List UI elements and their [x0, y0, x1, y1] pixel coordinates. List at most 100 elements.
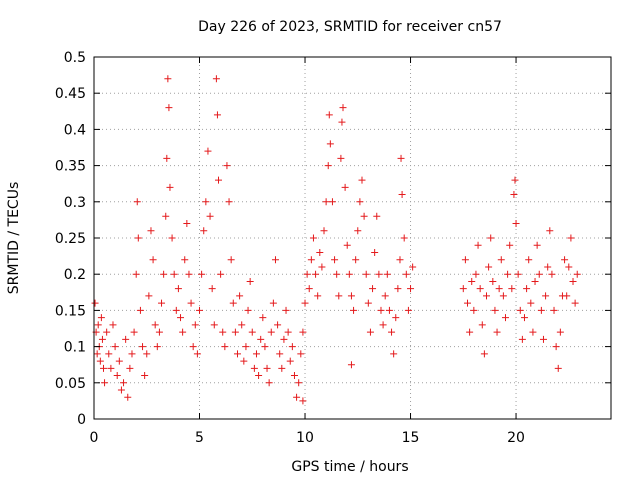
data-point [255, 372, 263, 380]
data-point [476, 285, 484, 293]
data-point [160, 270, 168, 278]
data-point [299, 397, 307, 405]
data-point [347, 292, 355, 300]
data-point [193, 350, 201, 358]
data-point [347, 361, 355, 369]
data-point [101, 379, 109, 387]
data-point [504, 270, 512, 278]
data-point [468, 277, 476, 285]
data-point [354, 227, 362, 235]
data-point [155, 328, 163, 336]
data-point [163, 154, 171, 162]
data-point [369, 285, 377, 293]
data-point [293, 393, 301, 401]
y-tick-label: 0 [77, 412, 86, 428]
data-point [117, 386, 125, 394]
chart-title: Day 226 of 2023, SRMTID for receiver cn5… [198, 19, 502, 35]
data-point [170, 270, 178, 278]
data-point [397, 154, 405, 162]
y-tick-label: 0.5 [64, 50, 86, 66]
data-point [231, 328, 239, 336]
data-point [364, 299, 372, 307]
data-point [208, 285, 216, 293]
data-point [333, 270, 341, 278]
data-point [497, 256, 505, 264]
data-point [375, 270, 383, 278]
data-point [485, 263, 493, 271]
data-point [537, 306, 545, 314]
data-point [213, 111, 221, 119]
data-point [299, 328, 307, 336]
data-point [250, 364, 258, 372]
data-point [290, 372, 298, 380]
data-point [520, 314, 528, 322]
data-point [191, 321, 199, 329]
data-point [139, 343, 147, 351]
data-point [196, 306, 204, 314]
data-point [474, 241, 482, 249]
data-point [177, 314, 185, 322]
data-point [136, 306, 144, 314]
data-point [325, 111, 333, 119]
data-point [282, 306, 290, 314]
data-point [217, 270, 225, 278]
data-point [511, 176, 519, 184]
data-point [200, 227, 208, 235]
data-point [126, 364, 134, 372]
data-point [402, 270, 410, 278]
data-point [236, 292, 244, 300]
data-point [373, 212, 381, 220]
data-point [525, 256, 533, 264]
data-point [472, 270, 480, 278]
data-point [165, 104, 173, 112]
data-point [548, 270, 556, 278]
y-tick-label: 0.05 [55, 376, 86, 392]
data-point [385, 306, 393, 314]
data-point [109, 321, 117, 329]
data-point [120, 379, 128, 387]
data-point [331, 256, 339, 264]
data-point [563, 292, 571, 300]
data-point [409, 263, 417, 271]
data-point [174, 285, 182, 293]
data-point [115, 357, 123, 365]
data-point [248, 328, 256, 336]
data-point [362, 270, 370, 278]
x-tick-label: 0 [90, 430, 99, 446]
data-point [510, 191, 518, 199]
y-tick-label: 0.15 [55, 303, 86, 319]
data-point [546, 227, 554, 235]
data-point [318, 263, 326, 271]
data-point [240, 357, 248, 365]
data-point [565, 263, 573, 271]
data-point [141, 372, 149, 380]
data-point [529, 328, 537, 336]
data-point [172, 306, 180, 314]
data-point [360, 212, 368, 220]
data-point [470, 306, 478, 314]
y-tick-label: 0.2 [64, 267, 86, 283]
data-point [379, 321, 387, 329]
y-tick-label: 0.3 [64, 195, 86, 211]
data-point [358, 176, 366, 184]
data-point [166, 183, 174, 191]
data-point [257, 335, 265, 343]
data-point [400, 234, 408, 242]
data-point [339, 104, 347, 112]
data-point [288, 343, 296, 351]
data-point [225, 198, 233, 206]
data-point [337, 154, 345, 162]
data-point [133, 198, 141, 206]
data-point [542, 292, 550, 300]
data-point [345, 270, 353, 278]
data-point [276, 350, 284, 358]
data-point [189, 343, 197, 351]
data-point [487, 234, 495, 242]
x-axis-label: GPS time / hours [291, 459, 408, 475]
data-point [377, 306, 385, 314]
data-point [297, 350, 305, 358]
data-point [480, 350, 488, 358]
data-point [111, 343, 119, 351]
data-point [322, 198, 330, 206]
data-point [99, 364, 107, 372]
